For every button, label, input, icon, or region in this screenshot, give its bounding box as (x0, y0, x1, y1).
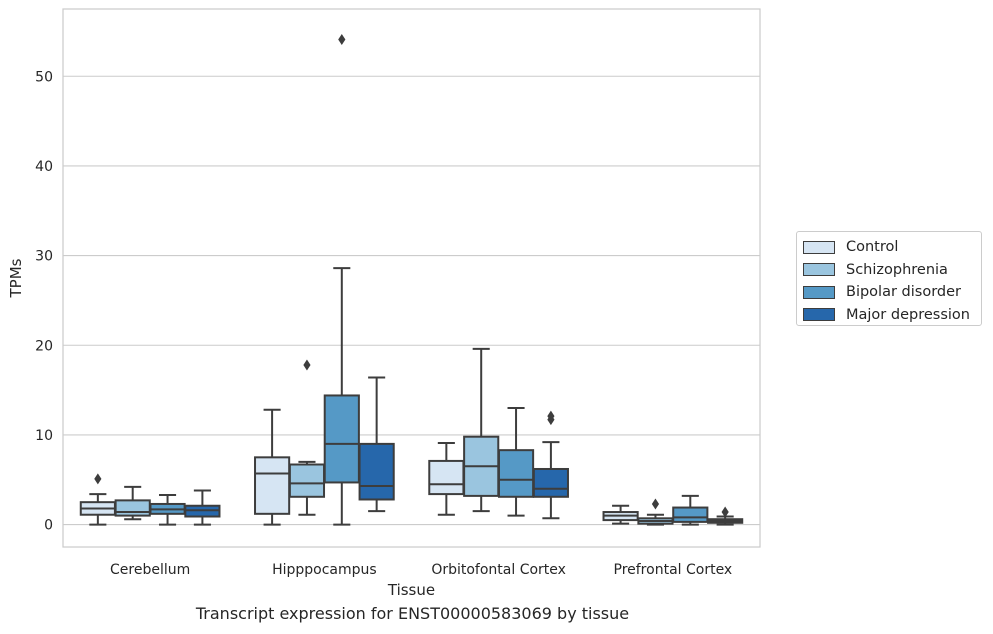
box-3-1 (637, 498, 674, 526)
box-2-1 (463, 347, 500, 513)
outlier-point (547, 410, 555, 422)
y-axis-ticks: 0 10 20 30 40 50 (35, 69, 53, 533)
plot-area (62, 8, 761, 548)
legend-label: Bipolar disorder (846, 284, 961, 301)
legend-item: Bipolar disorder (803, 281, 981, 304)
iqr-box (428, 459, 465, 496)
legend-item: Control (803, 236, 981, 259)
y-tick-label: 0 (44, 518, 53, 534)
box-0-2 (149, 493, 186, 526)
legend-label: Major depression (846, 306, 970, 323)
x-tick-label: Hipppocampus (272, 562, 377, 578)
outlier-point (721, 506, 729, 518)
boxes (79, 33, 744, 526)
box-2-2 (497, 407, 535, 517)
legend-item: Major depression (803, 304, 981, 327)
iqr-box (254, 456, 291, 515)
outlier-point (303, 359, 311, 371)
box-1-0 (254, 408, 291, 526)
legend-swatch (803, 263, 835, 277)
legend-swatch (803, 240, 835, 254)
box-2-3 (532, 410, 569, 520)
x-tick-label: Prefrontal Cortex (614, 562, 733, 578)
iqr-box (323, 394, 360, 484)
iqr-box (497, 449, 535, 498)
legend-label: Schizophrenia (846, 261, 948, 278)
x-axis-ticks: Cerebellum Hipppocampus Orbitofontal Corte… (110, 562, 732, 578)
iqr-box (288, 463, 326, 498)
iqr-box (114, 499, 151, 517)
chart-caption: Transcript expression for ENST0000058306… (195, 604, 630, 623)
y-axis-label: TPMs (7, 258, 25, 298)
x-tick-label: Orbitofontal Cortex (431, 562, 566, 578)
box-1-2 (323, 33, 360, 526)
x-axis-label: Tissue (387, 581, 435, 599)
y-tick-label: 30 (35, 249, 53, 265)
iqr-box (672, 506, 709, 523)
box-3-2 (672, 494, 709, 526)
y-tick-label: 50 (35, 69, 53, 85)
iqr-box (358, 442, 395, 501)
x-tick-label: Cerebellum (110, 562, 190, 578)
box-3-0 (602, 504, 639, 525)
outlier-point (338, 33, 346, 45)
legend-swatch (803, 285, 835, 299)
y-tick-label: 20 (35, 338, 53, 354)
outlier-point (94, 473, 102, 485)
iqr-box (532, 467, 569, 498)
box-0-0 (79, 473, 116, 526)
y-tick-label: 10 (35, 428, 53, 444)
box-3-3 (707, 506, 744, 526)
outlier-point (651, 498, 660, 510)
legend: Control Schizophrenia Bipolar disorder Majo… (796, 231, 982, 326)
legend-item: Schizophrenia (803, 259, 981, 282)
legend-swatch (803, 308, 835, 322)
box-1-3 (358, 376, 395, 513)
legend-label: Control (846, 239, 899, 256)
box-2-0 (428, 441, 465, 516)
box-0-1 (114, 485, 151, 521)
gridlines (63, 75, 760, 526)
box-0-3 (184, 489, 221, 526)
box-1-1 (288, 359, 326, 516)
y-tick-label: 40 (35, 159, 53, 175)
